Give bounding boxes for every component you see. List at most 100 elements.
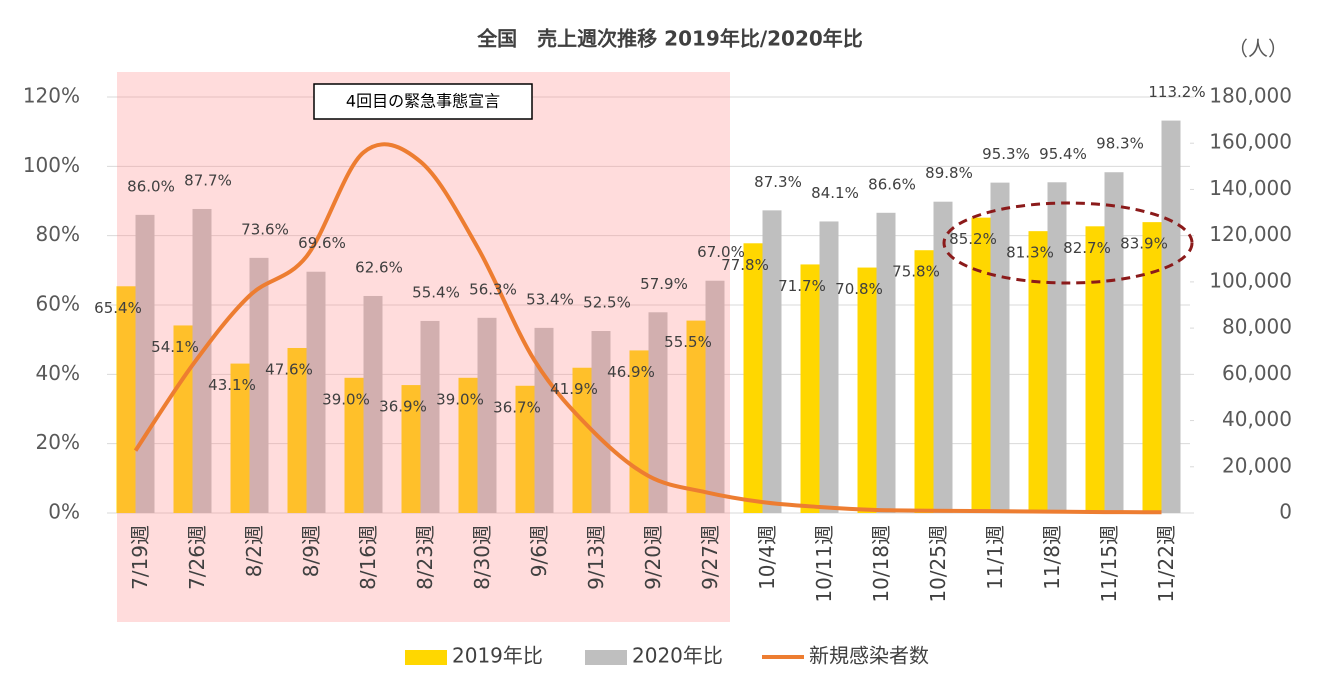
lines	[133, 142, 1162, 515]
x-tick-label: 8/23週	[413, 525, 437, 590]
y-tick-label: 60%	[36, 292, 80, 316]
bar	[306, 271, 326, 513]
x-tick-label: 10/11週	[812, 525, 836, 603]
legend-swatch	[405, 650, 447, 665]
value-label: 71.7%	[778, 277, 826, 295]
x-tick-label: 10/25週	[926, 525, 950, 603]
value-label: 98.3%	[1096, 135, 1144, 153]
bar	[857, 267, 877, 513]
bar	[515, 385, 535, 513]
x-tick-label: 11/1週	[983, 525, 1007, 590]
value-label: 87.7%	[184, 171, 232, 189]
value-label: 86.6%	[868, 175, 916, 193]
value-label: 39.0%	[322, 390, 370, 408]
bar	[230, 363, 250, 513]
bar	[1047, 182, 1067, 513]
bar	[192, 208, 212, 513]
y2-tick-label: 80,000	[1222, 315, 1292, 339]
value-label: 62.6%	[355, 258, 403, 276]
value-label: 77.8%	[721, 256, 769, 274]
x-tick-label: 9/6週	[527, 525, 551, 577]
value-label: 86.0%	[127, 177, 175, 195]
bar	[1028, 231, 1048, 513]
bar	[990, 182, 1010, 514]
value-label: 55.4%	[412, 283, 460, 301]
bar	[534, 327, 554, 513]
value-label: 57.9%	[640, 275, 688, 293]
value-label: 82.7%	[1063, 239, 1111, 257]
y2-tick-label: 120,000	[1209, 222, 1292, 246]
y-tick-label: 40%	[36, 361, 80, 385]
x-tick-label: 9/20週	[641, 525, 665, 590]
bar	[1104, 172, 1124, 513]
bar	[344, 377, 364, 513]
value-label: 52.5%	[583, 294, 631, 312]
value-label: 69.6%	[298, 234, 346, 252]
value-label: 36.7%	[493, 398, 541, 416]
value-label: 95.3%	[982, 145, 1030, 163]
x-tick-label: 10/18週	[869, 525, 893, 603]
y-tick-label: 120%	[23, 84, 80, 108]
value-label: 67.0%	[697, 243, 745, 261]
x-tick-label: 11/15週	[1097, 525, 1121, 603]
x-tick-label: 7/26週	[185, 525, 209, 590]
y2-tick-label: 140,000	[1209, 176, 1292, 200]
x-tick-label: 9/13週	[584, 525, 608, 590]
x-tick-label: 8/30週	[470, 525, 494, 590]
bar	[135, 214, 155, 513]
x-tick-label: 7/19週	[128, 525, 152, 590]
value-label: 95.4%	[1039, 145, 1087, 163]
value-label: 85.2%	[949, 230, 997, 248]
x-tick-label: 9/27週	[698, 525, 722, 590]
value-label: 54.1%	[151, 338, 199, 356]
bar	[401, 385, 421, 513]
bar	[686, 320, 706, 513]
y-tick-label: 0%	[48, 500, 80, 524]
y-tick-label: 100%	[23, 153, 80, 177]
bars	[116, 120, 1181, 514]
chart-title: 全国 売上週次推移 2019年比/2020年比	[476, 27, 863, 51]
bar	[705, 280, 725, 513]
bar	[1085, 226, 1105, 513]
annotation-box	[313, 83, 533, 120]
value-label: 83.9%	[1120, 235, 1168, 253]
labels: 7/19週 7/26週 8/2週 8/9週 8/16週 8/23週 8/30週 9/6週 9/1…	[94, 83, 1205, 667]
bar	[876, 212, 896, 513]
bar	[458, 377, 478, 513]
value-label: 36.9%	[379, 398, 427, 416]
x-tick-label: 10/4週	[755, 525, 779, 590]
bar	[249, 257, 269, 513]
legend-label: 2019年比	[452, 644, 543, 668]
value-label: 113.2%	[1148, 83, 1205, 101]
bar	[933, 201, 953, 513]
bar	[287, 347, 307, 513]
x-tick-label: 11/8週	[1040, 525, 1064, 590]
x-tick-label: 8/16週	[356, 525, 380, 590]
bar	[648, 312, 668, 513]
value-label: 46.9%	[607, 363, 655, 381]
value-label: 75.8%	[892, 263, 940, 281]
legend-label: 新規感染者数	[809, 644, 929, 668]
bar	[591, 331, 611, 513]
y2-tick-label: 40,000	[1222, 407, 1292, 431]
y2-tick-label: 180,000	[1209, 84, 1292, 108]
bar	[1142, 222, 1162, 513]
value-label: 56.3%	[469, 280, 517, 298]
bar	[762, 210, 782, 514]
value-label: 87.3%	[754, 173, 802, 191]
value-label: 81.3%	[1006, 244, 1054, 262]
x-tick-label: 8/9週	[299, 525, 323, 577]
value-label: 84.1%	[811, 184, 859, 202]
bar	[363, 295, 383, 513]
bar	[477, 317, 497, 513]
value-label: 70.8%	[835, 280, 883, 298]
value-label: 65.4%	[94, 299, 142, 317]
value-label: 39.0%	[436, 390, 484, 408]
bar	[914, 250, 934, 513]
bar	[819, 221, 839, 513]
y-tick-label: 80%	[36, 222, 80, 246]
value-label: 53.4%	[526, 290, 574, 308]
value-label: 89.8%	[925, 164, 973, 182]
y2-tick-label: 20,000	[1222, 453, 1292, 477]
value-label: 55.5%	[664, 333, 712, 351]
